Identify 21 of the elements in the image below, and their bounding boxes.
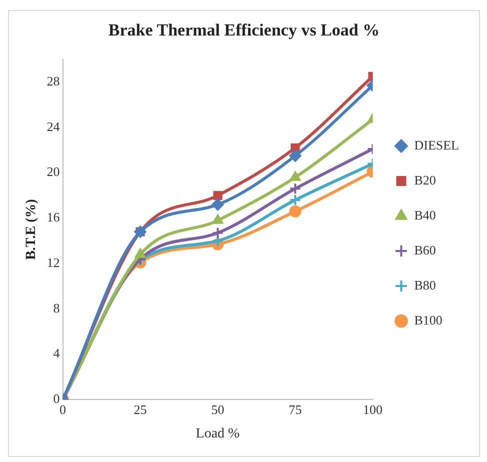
x-tick-label: 75: [288, 402, 302, 417]
y-tick-label: 20: [46, 164, 60, 180]
legend-label: B40: [414, 207, 436, 222]
x-tick-label: 25: [134, 402, 147, 417]
chart-title: Brake Thermal Efficiency vs Load %: [108, 20, 380, 40]
y-tick-label: 12: [46, 254, 60, 270]
legend-label: DIESEL: [414, 137, 460, 152]
y-tick-label: 8: [53, 300, 60, 316]
y-tick-label: 24: [46, 118, 60, 134]
x-axis-title: Load %: [196, 426, 240, 442]
y-tick-label: 0: [53, 391, 60, 406]
x-tick-label: 100: [362, 402, 382, 417]
y-tick-label: 28: [46, 74, 60, 88]
y-tick-label: 4: [53, 346, 60, 361]
legend-label: B20: [414, 172, 436, 188]
legend-label: B100: [414, 312, 442, 328]
legend-label: B60: [414, 242, 436, 258]
y-tick-label: 16: [46, 210, 60, 225]
legend-label: B80: [414, 277, 436, 292]
x-tick-label: 50: [211, 402, 224, 417]
y-axis-title: B.T.E (%): [24, 198, 40, 260]
